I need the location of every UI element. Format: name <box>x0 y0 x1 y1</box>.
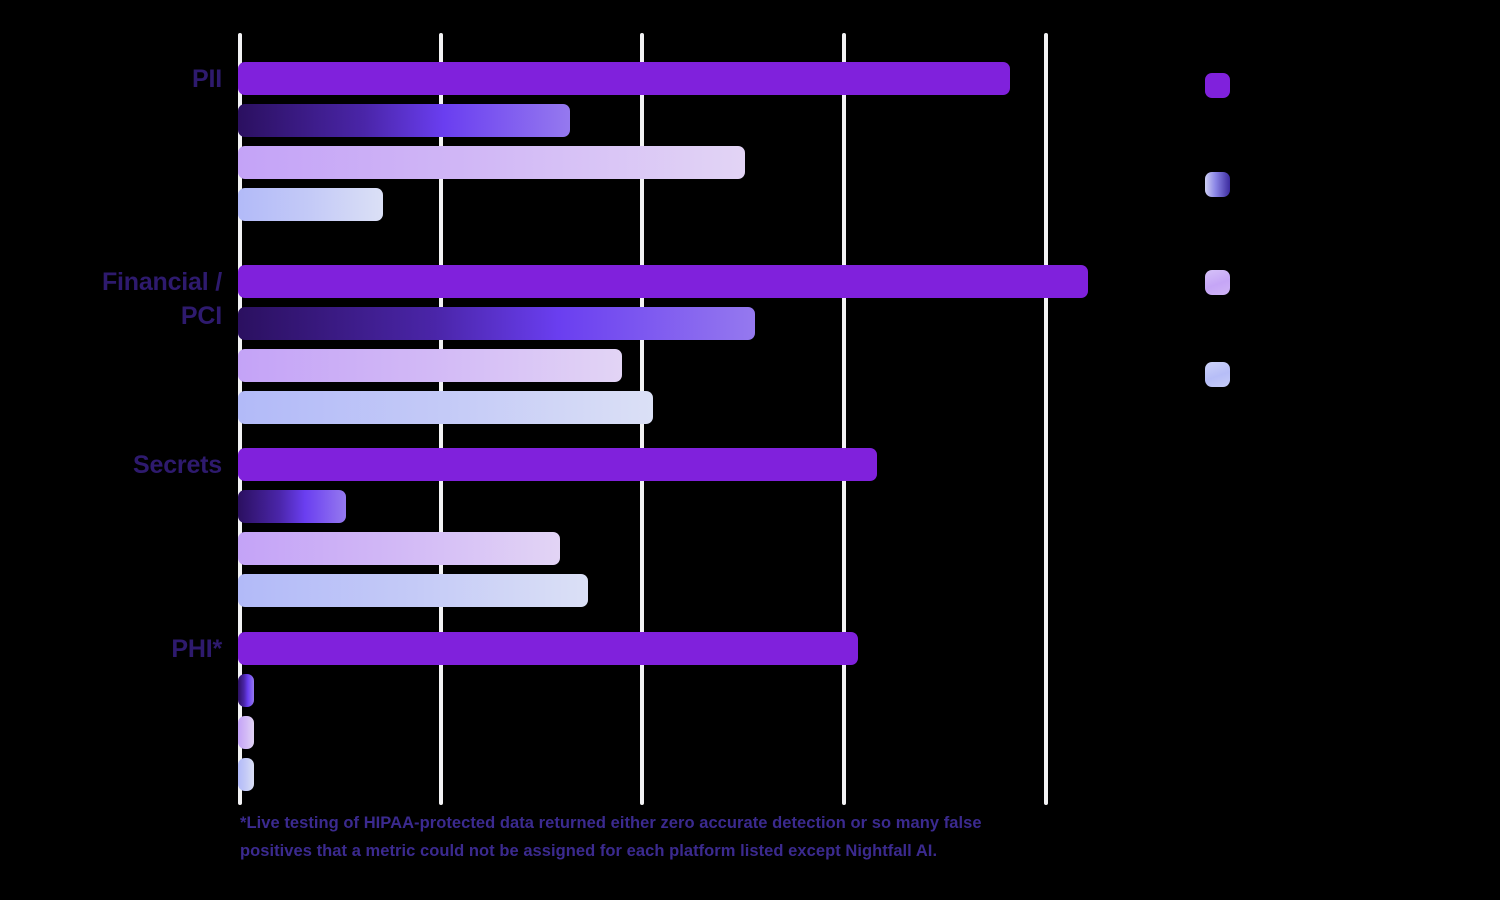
bar-financial-pci-series-2 <box>238 307 755 340</box>
gridline-3 <box>842 33 846 805</box>
bar-financial-pci-series-3 <box>238 349 622 382</box>
category-label-pii: PII <box>192 65 222 93</box>
legend-item-2[interactable] <box>1205 172 1244 197</box>
legend-swatch-icon-3 <box>1205 270 1230 295</box>
bar-phi-series-3 <box>238 716 254 749</box>
gridline-4 <box>1044 33 1048 805</box>
legend-swatch-icon-1 <box>1205 73 1230 98</box>
bar-secrets-series-3 <box>238 532 560 565</box>
bar-phi-series-2 <box>238 674 254 707</box>
legend-swatch-icon-2 <box>1205 172 1230 197</box>
bar-pii-series-4 <box>238 188 383 221</box>
legend-item-3[interactable] <box>1205 270 1244 295</box>
bar-secrets-series-1 <box>238 448 877 481</box>
category-label-secrets: Secrets <box>133 451 222 479</box>
legend-item-1[interactable] <box>1205 73 1244 98</box>
chart-footnote: *Live testing of HIPAA-protected data re… <box>240 814 982 860</box>
bar-secrets-series-2 <box>238 490 346 523</box>
category-label-financial-pci: Financial / PCI <box>101 268 222 330</box>
bar-secrets-series-4 <box>238 574 588 607</box>
bar-pii-series-2 <box>238 104 570 137</box>
bar-pii-series-1 <box>238 62 1010 95</box>
bar-financial-pci-series-4 <box>238 391 653 424</box>
bar-phi-series-1 <box>238 632 858 665</box>
legend-swatch-icon-4 <box>1205 362 1230 387</box>
legend-item-4[interactable] <box>1205 362 1244 387</box>
bar-financial-pci-series-1 <box>238 265 1088 298</box>
chart-legend <box>1205 0 1485 900</box>
plot-area <box>238 33 1088 805</box>
category-label-phi: PHI* <box>171 635 222 663</box>
bar-phi-series-4 <box>238 758 254 791</box>
bar-pii-series-3 <box>238 146 745 179</box>
